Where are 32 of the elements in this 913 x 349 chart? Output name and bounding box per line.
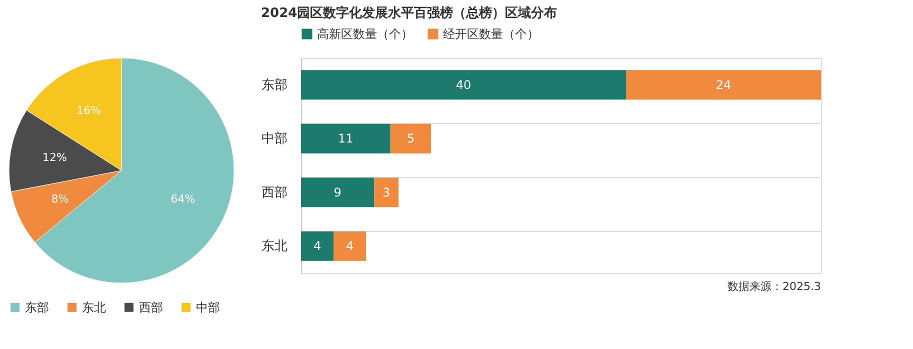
data-label: 8%: [51, 192, 69, 206]
data-label: 12%: [42, 150, 67, 164]
bar: [301, 231, 334, 261]
bar: [301, 70, 626, 100]
chart-title: 2024园区数字化发展水平百强榜（总榜）区域分布: [261, 5, 558, 21]
bar: [301, 178, 374, 208]
legend-label: 高新区数量（个）: [317, 27, 413, 41]
y-tick-label: 东部: [262, 78, 288, 93]
bar: [626, 70, 821, 100]
y-tick-label: 西部: [262, 185, 288, 200]
data-label: 16%: [76, 104, 101, 117]
data-label: 3: [382, 185, 390, 200]
data-label: 11: [338, 132, 354, 146]
data-label: 40: [456, 78, 472, 92]
source-note: 数据来源：2025.3: [728, 280, 821, 293]
legend-label: 东部: [25, 300, 49, 314]
data-label: 4: [346, 239, 354, 254]
legend-label: 西部: [139, 300, 163, 314]
bar: [301, 124, 390, 154]
y-tick-label: 中部: [262, 132, 288, 147]
data-label: 9: [334, 185, 342, 200]
data-label: 24: [716, 78, 732, 92]
data-label: 5: [406, 132, 415, 146]
bar: [374, 178, 398, 208]
y-tick-label: 东北: [262, 239, 288, 254]
legend-label: 中部: [196, 300, 220, 314]
legend-label: 经开区数量（个）: [443, 27, 539, 41]
data-label: 64%: [170, 192, 196, 206]
legend-label: 东北: [82, 300, 106, 314]
bar: [390, 124, 431, 154]
bar: [334, 231, 366, 261]
data-label: 4: [313, 239, 322, 254]
